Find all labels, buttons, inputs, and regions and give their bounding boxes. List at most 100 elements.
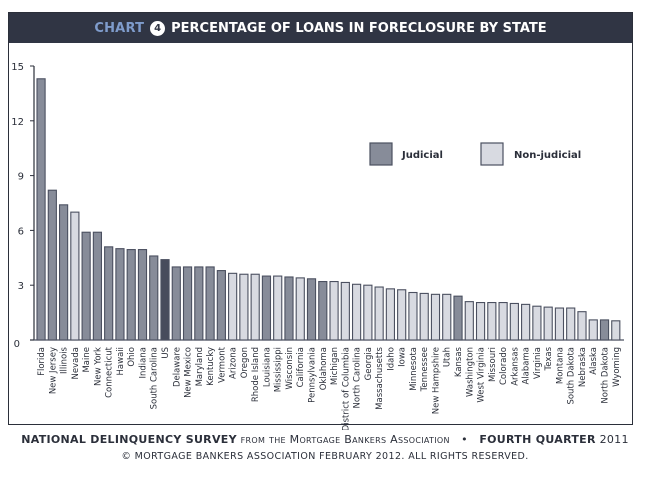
footer-survey-line: NATIONAL DELINQUENCY SURVEY from the Mor… xyxy=(0,433,650,446)
bar-tennessee xyxy=(419,292,429,341)
x-tick-label: West Virginia xyxy=(477,347,487,403)
x-tick-label: Colorado xyxy=(499,347,509,385)
x-tick-label: North Dakota xyxy=(601,347,611,404)
bar-new-mexico xyxy=(182,266,193,341)
bar-hawaii xyxy=(115,248,125,341)
x-tick-label: Vermont xyxy=(217,346,227,383)
bar-chart: 0 3 6 9 12 15 Florida New Jersey Illinois Nevada… xyxy=(11,62,624,430)
x-tick-label: Utah xyxy=(443,347,453,367)
chart-title-bar: CHART 4 PERCENTAGE OF LOANS IN FORECLOSU… xyxy=(9,13,632,43)
x-tick-label: Wisconsin xyxy=(285,347,295,389)
x-tick-label: Arkansas xyxy=(510,346,520,385)
bar-missouri xyxy=(487,302,497,341)
footer-survey-name: NATIONAL DELINQUENCY SURVEY xyxy=(21,433,237,446)
y-tick-label: 12 xyxy=(11,117,24,128)
bar-oregon xyxy=(239,273,249,341)
bar-ohio xyxy=(126,249,136,341)
x-tick-label: Hawaii xyxy=(116,347,126,375)
bar-new-york xyxy=(92,231,103,341)
x-tick-label: Idaho xyxy=(386,347,396,371)
x-tick-label: Michigan xyxy=(330,347,340,385)
axes: 0 3 6 9 12 15 xyxy=(11,62,624,350)
x-tick-label: Washington xyxy=(465,347,475,397)
bar-south-dakota xyxy=(566,307,576,341)
bar-utah xyxy=(442,293,452,341)
y-tick-label: 3 xyxy=(18,281,24,292)
legend-label-judicial: Judicial xyxy=(401,150,443,161)
x-tick-label: District of Columbia xyxy=(341,347,351,430)
x-tick-label: Tennessee xyxy=(420,347,430,392)
y-tick-label: 15 xyxy=(11,62,24,73)
bar-wyoming xyxy=(611,320,621,341)
bar-arkansas xyxy=(509,302,519,341)
chart-title: PERCENTAGE OF LOANS IN FORECLOSURE BY ST… xyxy=(171,20,547,36)
bar-texas xyxy=(543,306,553,341)
footer-quarter: FOURTH QUARTER xyxy=(479,433,596,446)
bar-idaho xyxy=(385,288,396,341)
x-tick-label: US xyxy=(161,347,171,359)
legend-label-non-judicial: Non-judicial xyxy=(514,150,581,161)
bar-pennsylvania xyxy=(306,278,317,341)
y-tick-label: 9 xyxy=(18,172,24,183)
x-tick-label: Massachusetts xyxy=(375,346,385,409)
x-tick-label: California xyxy=(296,347,306,387)
bar-west-virginia xyxy=(475,302,486,341)
x-tick-label: Illinois xyxy=(60,346,70,374)
x-tick-label: New Hampshire xyxy=(431,347,441,414)
x-tick-label: Pennsylvania xyxy=(308,347,318,403)
legend-swatch-non-judicial xyxy=(480,142,504,166)
x-tick-label: Oregon xyxy=(240,347,250,378)
x-tick-label: Oklahoma xyxy=(319,347,329,390)
x-tick-label: Rhode Island xyxy=(251,347,261,402)
bar-wisconsin xyxy=(284,276,294,341)
bar-georgia xyxy=(363,284,373,341)
bars xyxy=(36,78,621,341)
bar-louisiana xyxy=(261,275,272,341)
x-tick-label: Maine xyxy=(82,347,92,373)
bar-new-jersey xyxy=(47,189,57,341)
x-tick-label: Wyoming xyxy=(612,347,622,387)
legend-swatch-judicial xyxy=(369,142,393,166)
bar-mississippi xyxy=(273,275,283,341)
bar-colorado xyxy=(498,302,508,341)
bar-kansas xyxy=(453,295,463,341)
chart-label: CHART xyxy=(94,20,145,36)
x-tick-labels: Florida New Jersey Illinois Nevada Maine New … xyxy=(37,346,622,430)
x-tick-label: Iowa xyxy=(398,347,408,367)
x-tick-label: Montana xyxy=(555,347,565,384)
x-tick-label: Missouri xyxy=(488,347,498,382)
legend: Judicial Non-judicial xyxy=(369,142,581,166)
x-tick-label: South Carolina xyxy=(150,347,160,409)
bar-nebraska xyxy=(577,311,587,341)
x-tick-label: New York xyxy=(93,347,103,386)
x-tick-label: Texas xyxy=(544,346,554,371)
x-tick-label: Ohio xyxy=(127,347,137,367)
x-tick-label: Mississippi xyxy=(274,347,284,392)
y-tick-label: 6 xyxy=(18,226,24,237)
bar-minnesota xyxy=(408,291,418,341)
bar-oklahoma xyxy=(318,280,328,341)
bar-kentucky xyxy=(205,266,215,341)
bar-vermont xyxy=(216,270,226,341)
bar-indiana xyxy=(137,249,148,341)
footer-separator: • xyxy=(461,433,468,446)
x-tick-label: Indiana xyxy=(138,347,148,378)
x-tick-label: Connecticut xyxy=(105,346,115,398)
x-tick-label: Louisiana xyxy=(262,347,272,387)
bar-connecticut xyxy=(104,246,114,341)
bar-massachusetts xyxy=(374,286,384,341)
bar-maryland xyxy=(194,266,204,341)
chart-number-badge: 4 xyxy=(150,20,166,36)
x-tick-label: North Carolina xyxy=(353,347,363,408)
footer-copyright: © MORTGAGE BANKERS ASSOCIATION FEBRUARY … xyxy=(121,451,529,462)
bar-alabama xyxy=(521,303,531,341)
bar-new-hampshire xyxy=(430,293,441,341)
x-tick-label: Nebraska xyxy=(578,347,588,387)
x-tick-label: Nevada xyxy=(71,347,81,379)
x-tick-label: Maryland xyxy=(195,347,205,386)
x-tick-label: Alaska xyxy=(589,347,599,375)
bar-north-carolina xyxy=(351,283,362,341)
bar-south-carolina xyxy=(149,255,159,341)
x-tick-label: Delaware xyxy=(172,347,182,387)
bar-california xyxy=(295,277,305,341)
